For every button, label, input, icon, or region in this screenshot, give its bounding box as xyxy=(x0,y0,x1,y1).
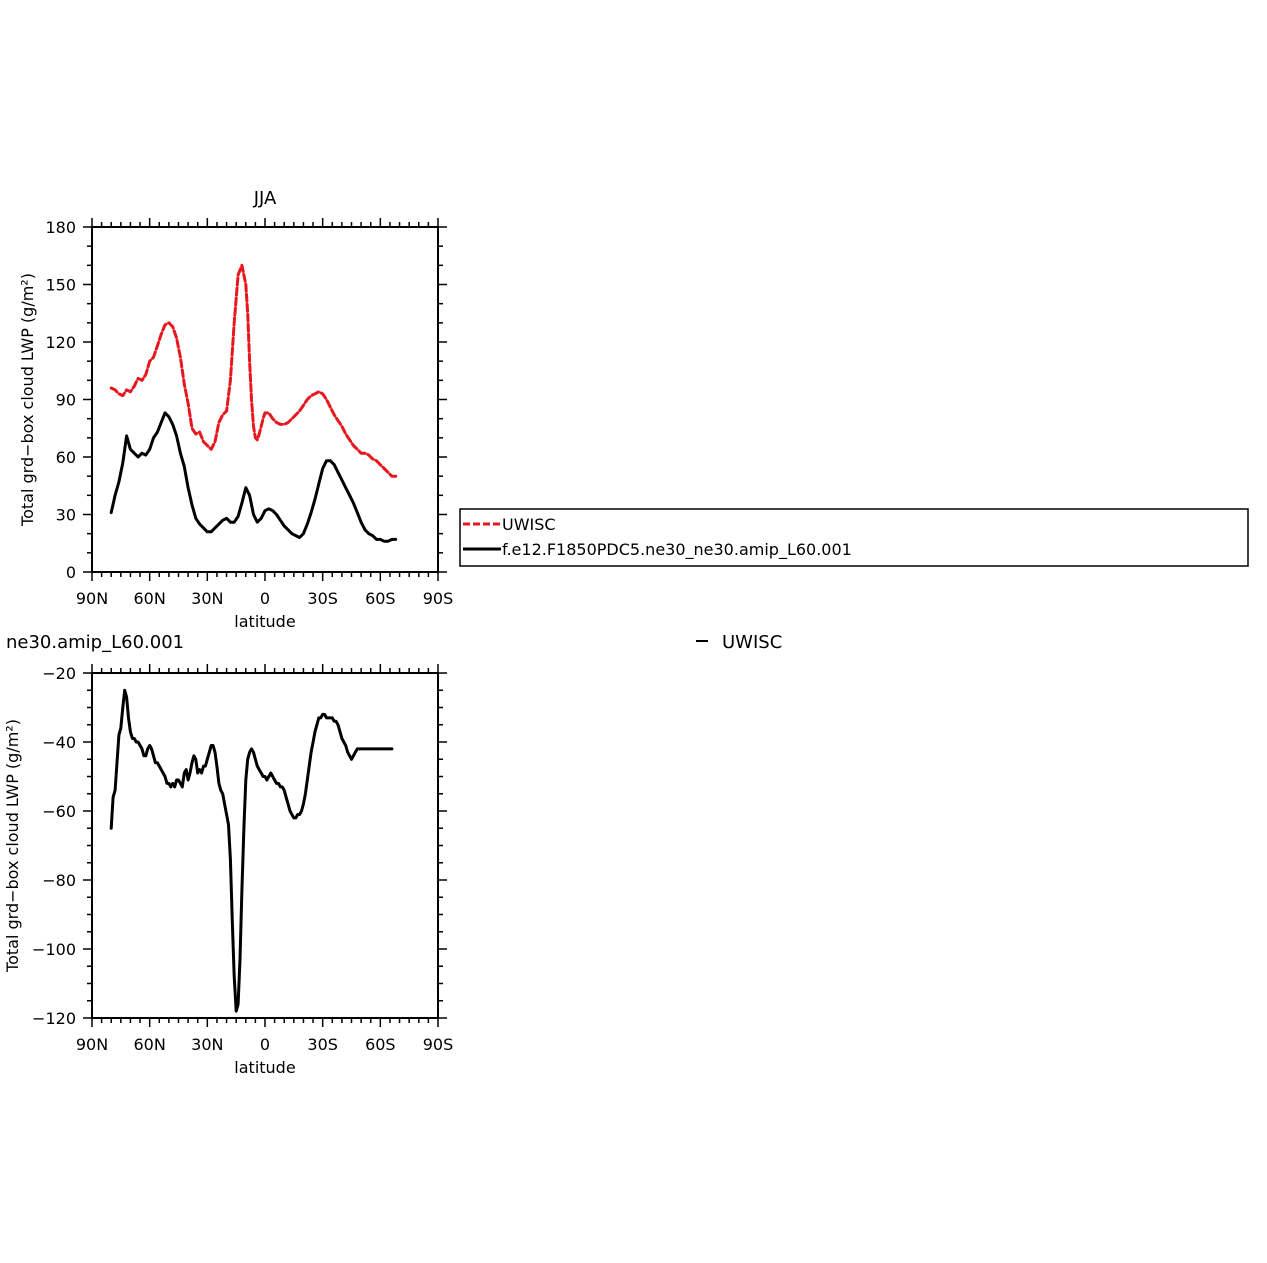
legend-label: UWISC xyxy=(722,632,782,653)
y-tick-label: −80 xyxy=(42,871,76,890)
x-tick-label: 60N xyxy=(134,589,166,608)
x-tick-label: 30N xyxy=(191,1035,223,1054)
x-tick-label: 90N xyxy=(76,1035,108,1054)
top-legend: UWISC f.e12.F1850PDC5.ne30_ne30.amip_L60.… xyxy=(459,508,1249,567)
panel-title: ne30.amip_L60.001 xyxy=(6,632,184,653)
x-tick-label: 30N xyxy=(191,589,223,608)
y-tick-label: −60 xyxy=(42,802,76,821)
legend-label: UWISC xyxy=(502,515,556,534)
y-tick-label: 0 xyxy=(66,563,76,582)
x-tick-label: 90S xyxy=(423,589,454,608)
series-line-2 xyxy=(109,411,398,543)
y-tick-label: 180 xyxy=(45,218,76,237)
x-tick-label: 90S xyxy=(423,1035,454,1054)
series-line-1 xyxy=(109,263,398,478)
x-tick-label: 60N xyxy=(134,1035,166,1054)
y-tick-label: 30 xyxy=(56,506,76,525)
y-axis-label: Total grd−box cloud LWP (g/m²) xyxy=(3,719,22,973)
plot-frame xyxy=(91,672,439,1019)
x-tick-label: 0 xyxy=(260,589,270,608)
bottom-legend: UWISC xyxy=(696,632,782,653)
x-tick-label: 90N xyxy=(76,589,108,608)
series-line-1 xyxy=(109,688,394,1013)
y-tick-label: −40 xyxy=(42,733,76,752)
legend-box xyxy=(459,508,1249,567)
plot-frame xyxy=(91,226,439,573)
x-axis-label: latitude xyxy=(234,1058,295,1077)
y-tick-label: −20 xyxy=(42,664,76,683)
panel-title: JJA xyxy=(253,188,277,209)
y-tick-label: 120 xyxy=(45,333,76,352)
y-tick-label: 60 xyxy=(56,448,76,467)
x-tick-label: 60S xyxy=(365,589,396,608)
x-axis-label: latitude xyxy=(234,612,295,631)
y-axis-label: Total grd−box cloud LWP (g/m²) xyxy=(18,273,37,527)
x-tick-label: 30S xyxy=(307,1035,338,1054)
legend-label: f.e12.F1850PDC5.ne30_ne30.amip_L60.001 xyxy=(502,540,852,560)
x-tick-label: 60S xyxy=(365,1035,396,1054)
y-tick-label: −120 xyxy=(32,1009,76,1028)
x-tick-label: 30S xyxy=(307,589,338,608)
y-tick-label: −100 xyxy=(32,940,76,959)
x-tick-label: 0 xyxy=(260,1035,270,1054)
y-tick-label: 150 xyxy=(45,276,76,295)
y-tick-label: 90 xyxy=(56,391,76,410)
top-panel: JJA 90N 60N 30N 0 30S 60S 90S 0 30 60 90 120 150 180 la… xyxy=(18,188,453,631)
bottom-panel: ne30.amip_L60.001 90N 60N 30N 0 30S 60S 90S −120… xyxy=(3,632,453,1077)
